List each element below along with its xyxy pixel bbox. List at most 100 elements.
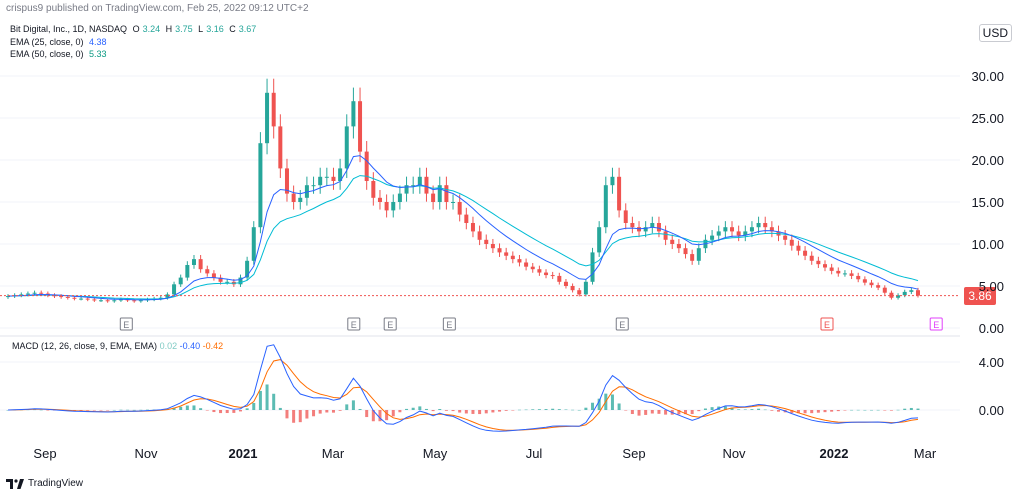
svg-text:E: E [351,320,357,330]
candle-body [132,300,137,302]
macd-hist-bar [398,410,402,413]
macd-hist-bar [219,410,223,414]
macd-line [7,344,919,432]
earnings-marker[interactable]: E [119,317,133,331]
candlestick-series [6,78,920,303]
candle-body [411,185,416,187]
x-tick-label: Sep [33,446,56,461]
earnings-marker[interactable]: E [383,317,397,331]
x-tick-label: Sep [622,446,645,461]
candle-body [391,202,396,211]
macd-hist-bar [657,410,661,414]
candle-body [876,285,881,288]
candle-body [477,231,482,240]
ema25-label: EMA (25, close, 0) [10,36,84,47]
earnings-marker[interactable]: E [442,317,456,331]
macd-hist-bar [192,405,196,410]
candle-body [583,281,588,295]
y-tick-label: 4.00 [979,355,1004,370]
macd-label: MACD (12, 26, close, 9, EMA, EMA) [12,341,158,351]
macd-hist-bar [531,409,535,410]
candle-body [59,296,64,298]
macd-hist-bar [830,410,834,412]
macd-hist-bar [418,406,422,410]
close-value: 3.67 [238,24,257,34]
macd-hist-bar [777,410,781,412]
macd-hist-bar [723,406,727,410]
macd-hist-bar [484,410,488,414]
candle-body [842,273,847,275]
candle-body [65,296,70,298]
candle-body [856,275,861,280]
candle-body [696,248,701,261]
candle-body [656,223,661,232]
candle-body [756,223,761,228]
macd-hist-bar [139,409,143,411]
earnings-marker[interactable]: E [615,317,629,331]
candle-body [105,300,110,302]
macd-hist-bar [703,408,707,410]
macd-hist-bar [498,410,502,412]
candle-body [730,227,735,232]
macd-hist-bar [391,410,395,417]
macd-signal-line [7,359,919,431]
macd-hist-bar [491,410,495,413]
macd-hist-bar [889,410,893,411]
candle-body [577,290,582,295]
candle-body [789,239,794,246]
macd-hist-bar [112,409,116,411]
macd-legend: MACD (12, 26, close, 9, EMA, EMA) 0.02 -… [12,340,223,352]
macd-histogram [6,384,920,423]
candle-body [743,231,748,236]
y-axis-macd: 0.00 4.00 [979,355,1004,418]
x-tick-label: Mar [914,446,937,461]
macd-hist-bar [571,409,575,411]
svg-text:E: E [446,320,452,330]
candle-body [862,279,867,283]
candle-body [783,235,788,240]
candle-body [849,273,854,276]
y-tick-label: 5.00 [979,279,1004,294]
candle-body [510,255,515,260]
candle-body [178,277,183,285]
earnings-marker[interactable]: E [820,317,834,331]
earnings-marker[interactable]: E [929,317,943,331]
svg-text:E: E [387,320,393,330]
macd-hist-bar [650,410,654,414]
currency-selector[interactable]: USD [978,24,1012,42]
macd-hist-bar [172,407,176,410]
macd-hist-bar [757,408,761,410]
macd-value: -0.40 [179,341,201,351]
macd-hist-bar [850,409,854,411]
macd-hist-bar [637,410,641,416]
macd-hist-bar [916,408,920,410]
candle-body [829,267,834,271]
candle-body [185,265,190,278]
tradingview-logo-icon [6,478,24,489]
macd-hist-value: 0.02 [159,341,178,351]
macd-hist-bar [790,410,794,413]
high-value: 3.75 [175,24,193,34]
y-axis-price: 0.00 5.00 10.00 15.00 20.00 25.00 30.00 [971,69,1004,336]
candle-body [736,231,741,236]
x-tick-label: Nov [134,446,158,461]
macd-hist-bar [285,410,289,419]
candle-body [278,126,283,169]
macd-hist-bar [750,409,754,410]
candle-body [218,277,223,282]
candle-body [6,296,10,298]
candle-body [597,227,602,253]
candle-body [205,269,210,274]
x-axis: Sep Nov 2021 Mar May Jul Sep Nov 2022 Mar [33,446,936,461]
candle-body [497,248,502,253]
candle-body [610,176,615,186]
candle-body [404,185,409,194]
macd-hist-bar [292,410,296,423]
macd-hist-bar [876,409,880,411]
svg-text:E: E [123,320,129,330]
macd-hist-bar [770,410,774,411]
candle-body [676,244,681,249]
macd-hist-bar [863,409,867,411]
earnings-marker[interactable]: E [347,317,361,331]
